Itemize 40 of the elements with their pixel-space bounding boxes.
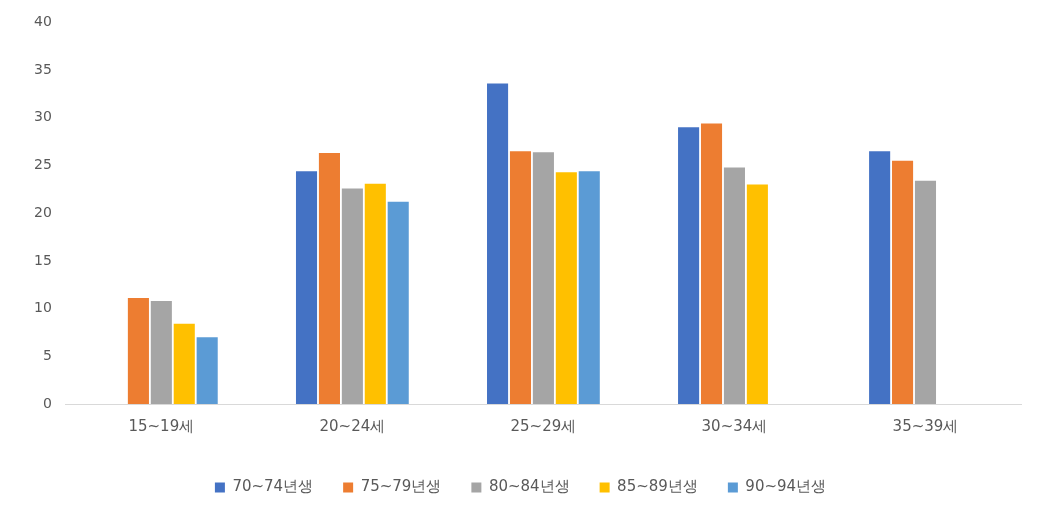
y-tick-label: 35 <box>33 60 52 77</box>
bar <box>295 171 318 404</box>
legend-label: 75~79년생 <box>360 477 442 496</box>
bar <box>127 298 149 404</box>
legend-label: 85~89년생 <box>617 477 698 496</box>
bar <box>387 201 409 404</box>
bar <box>196 337 218 404</box>
y-tick-label: 0 <box>42 394 52 411</box>
y-tick-label: 15 <box>33 251 52 268</box>
bar <box>678 127 700 404</box>
y-tick-label: 30 <box>33 108 52 125</box>
bar <box>892 160 914 404</box>
y-tick-label: 25 <box>33 156 52 173</box>
x-tick-label: 30~34세 <box>701 416 768 435</box>
bar <box>364 183 386 404</box>
bar <box>555 172 577 404</box>
x-tick-label: 25~29세 <box>510 416 577 435</box>
bar <box>723 167 745 404</box>
bar <box>914 180 937 404</box>
legend-label: 90~94년생 <box>745 477 827 496</box>
y-tick-label: 20 <box>33 203 52 220</box>
bar <box>318 153 340 404</box>
bar <box>700 123 723 404</box>
bar <box>487 83 509 404</box>
x-tick-label: 35~39세 <box>892 416 959 435</box>
y-tick-label: 10 <box>33 299 52 316</box>
bar <box>746 184 768 404</box>
bar <box>509 151 532 404</box>
bar <box>869 151 891 404</box>
bar <box>341 188 363 404</box>
bar <box>532 152 554 404</box>
bar <box>578 171 600 404</box>
x-tick-label: 15~19세 <box>128 416 195 435</box>
y-tick-label: 40 <box>33 13 52 30</box>
legend-label: 70~74년생 <box>232 477 314 496</box>
legend-label: 80~84년생 <box>488 477 570 496</box>
x-tick-label: 20~24세 <box>319 416 386 435</box>
y-tick-label: 5 <box>42 346 52 363</box>
bar <box>150 300 172 404</box>
bar <box>173 323 195 404</box>
